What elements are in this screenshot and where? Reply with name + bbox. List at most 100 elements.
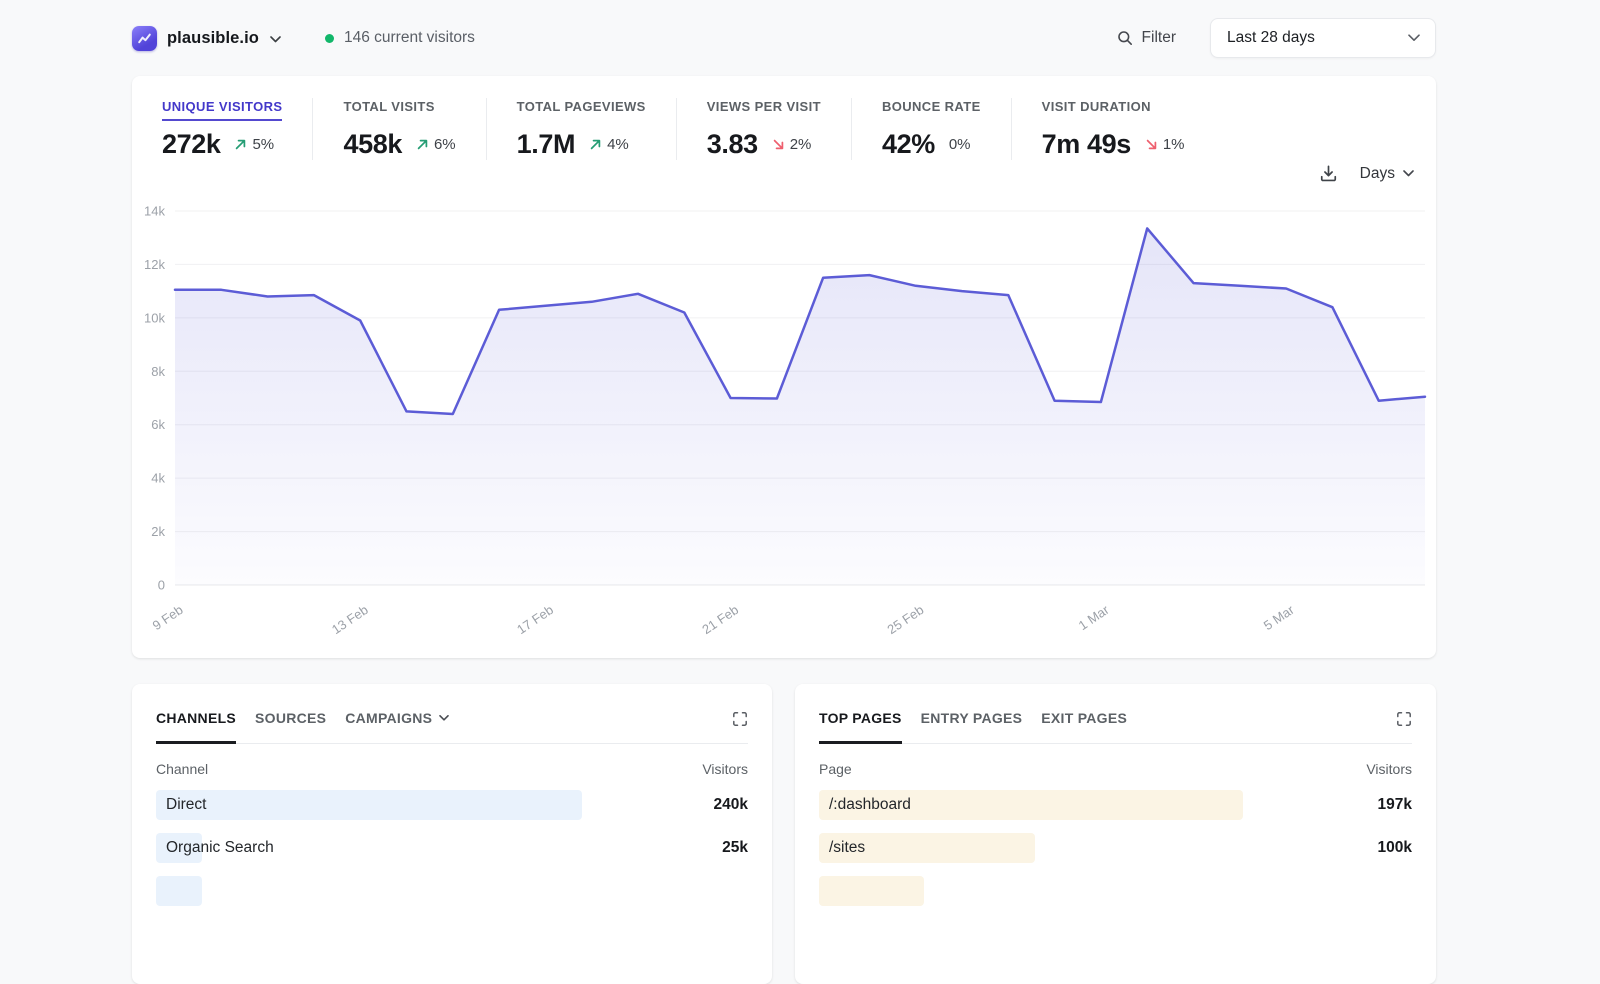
metric-delta-value: 6% xyxy=(433,136,456,153)
trend-down-icon xyxy=(773,139,783,150)
panel-tabs: TOP PAGES ENTRY PAGES EXIT PAGES xyxy=(819,710,1412,744)
site-name: plausible.io xyxy=(167,28,259,47)
metrics-row: UNIQUE VISITORS 272k 5% TOTAL VISITS 458k 6% T… xyxy=(132,76,1436,160)
row-bar xyxy=(819,876,924,906)
table-row-partial[interactable] xyxy=(156,876,748,906)
current-visitors[interactable]: 146 current visitors xyxy=(324,29,475,47)
row-bar xyxy=(156,790,583,820)
tab-entry-pages[interactable]: ENTRY PAGES xyxy=(921,710,1023,744)
metric-label: VISIT DURATION xyxy=(1041,99,1151,114)
row-value: 100k xyxy=(1377,839,1412,856)
download-icon xyxy=(1320,165,1336,182)
metric-value-row: 42% 0% xyxy=(882,129,981,160)
metric-bounce-rate[interactable]: BOUNCE RATE 42% 0% xyxy=(850,98,1011,160)
table-row[interactable]: Direct 240k xyxy=(156,790,748,820)
live-dot-icon xyxy=(324,33,334,43)
metric-value: 458k xyxy=(343,129,402,159)
table-row[interactable]: /sites 100k xyxy=(819,833,1412,863)
y-axis-tick: 4k xyxy=(151,471,165,486)
dashboard-page: plausible.io 146 current visitors Filter… xyxy=(132,0,1436,984)
table-row[interactable]: Organic Search 25k xyxy=(156,833,748,863)
tab-label: ENTRY PAGES xyxy=(920,710,1023,726)
y-axis-tick: 2k xyxy=(151,524,165,539)
row-bar xyxy=(819,790,1243,820)
trend-down-icon xyxy=(1146,139,1157,150)
tab-sources[interactable]: SOURCES xyxy=(255,710,326,744)
metric-value: 272k xyxy=(162,129,221,159)
tab-label: EXIT PAGES xyxy=(1041,710,1128,726)
metric-delta: 0% xyxy=(949,136,971,153)
row-bar xyxy=(156,833,203,863)
site-picker[interactable]: plausible.io xyxy=(132,25,281,51)
metric-total-pageviews[interactable]: TOTAL PAGEVIEWS 1.7M 4% xyxy=(485,98,676,160)
x-axis-tick: 21 Feb xyxy=(699,602,741,637)
y-axis-tick: 0 xyxy=(158,578,165,593)
metric-label: BOUNCE RATE xyxy=(881,99,981,114)
row-value: 25k xyxy=(722,839,748,856)
plausible-logo-icon xyxy=(132,25,157,51)
table-row-partial[interactable] xyxy=(819,876,1412,906)
expand-button[interactable] xyxy=(1396,710,1412,727)
row-label: Direct xyxy=(166,796,207,813)
filter-button[interactable]: Filter xyxy=(1117,29,1176,47)
x-axis-tick: 25 Feb xyxy=(884,602,926,637)
metric-delta-value: 4% xyxy=(607,136,629,153)
tab-label: CAMPAIGNS xyxy=(345,710,433,726)
row-label: /:dashboard xyxy=(829,796,911,813)
metric-visit-duration[interactable]: VISIT DURATION 7m 49s 1% xyxy=(1010,98,1215,160)
tab-campaigns[interactable]: CAMPAIGNS xyxy=(345,710,450,744)
metric-delta-value: 2% xyxy=(789,136,812,153)
expand-icon xyxy=(733,712,747,726)
metric-total-visits[interactable]: TOTAL VISITS 458k 6% xyxy=(312,98,485,160)
expand-button[interactable] xyxy=(732,710,748,727)
metric-delta: 6% xyxy=(416,136,456,153)
tab-channels[interactable]: CHANNELS xyxy=(156,710,237,744)
chart-area: 0 2k 4k 6k 8k 10k 12k 14k 9 Feb 13 Feb 17 Feb 21 Fe… xyxy=(132,190,1436,658)
row-label: /sites xyxy=(829,839,866,856)
metric-delta: 2% xyxy=(772,136,812,153)
interval-select[interactable]: Days xyxy=(1360,165,1414,183)
row-bar xyxy=(156,876,203,906)
column-header-value: Visitors xyxy=(1366,761,1412,777)
tab-top-pages[interactable]: TOP PAGES xyxy=(819,710,902,744)
chevron-down-icon xyxy=(270,35,281,42)
visitors-line xyxy=(173,227,1427,416)
y-axis-tick: 6k xyxy=(151,417,165,432)
area-fill xyxy=(175,228,1425,585)
metric-value: 3.83 xyxy=(706,129,758,159)
metric-delta-value: 1% xyxy=(1162,136,1185,153)
chevron-down-icon xyxy=(1408,34,1420,41)
metric-value-row: 7m 49s 1% xyxy=(1042,129,1185,160)
y-axis-tick: 10k xyxy=(144,310,165,325)
metric-views-per-visit[interactable]: VIEWS PER VISIT 3.83 2% xyxy=(675,98,851,160)
x-axis-tick: 1 Mar xyxy=(1076,602,1112,633)
metric-value: 7m 49s xyxy=(1041,129,1132,159)
channels-panel: CHANNELS SOURCES CAMPAIGNS Channel Visitors D… xyxy=(132,684,772,984)
metric-unique-visitors[interactable]: UNIQUE VISITORS 272k 5% xyxy=(162,98,312,160)
row-value: 197k xyxy=(1377,796,1412,813)
y-axis-tick: 8k xyxy=(151,364,165,379)
search-icon xyxy=(1117,31,1132,45)
tab-exit-pages[interactable]: EXIT PAGES xyxy=(1041,710,1127,744)
trend-up-icon xyxy=(590,139,601,150)
chevron-down-icon xyxy=(439,715,450,721)
expand-icon xyxy=(1397,712,1411,726)
row-bar xyxy=(819,833,1036,863)
metric-label: TOTAL VISITS xyxy=(343,99,435,114)
column-headers: Channel Visitors xyxy=(156,761,748,777)
x-axis-tick: 9 Feb xyxy=(150,602,186,633)
metric-label: UNIQUE VISITORS xyxy=(162,99,283,121)
metric-value-row: 458k 6% xyxy=(343,129,455,160)
metric-value: 42% xyxy=(881,129,935,159)
metric-value-row: 1.7M 4% xyxy=(517,129,646,160)
metric-delta-value: 0% xyxy=(948,136,971,153)
panel-tabs: CHANNELS SOURCES CAMPAIGNS xyxy=(156,710,748,744)
download-button[interactable] xyxy=(1319,164,1338,183)
date-range-select[interactable]: Last 28 days xyxy=(1210,18,1436,58)
y-axis-tick: 14k xyxy=(144,204,165,219)
visitors-area-chart[interactable]: 0 2k 4k 6k 8k 10k 12k 14k 9 Feb 13 Feb 17 Feb 21 Fe… xyxy=(132,190,1436,658)
filter-label: Filter xyxy=(1141,29,1176,46)
row-label: Organic Search xyxy=(166,839,274,856)
column-header-value: Visitors xyxy=(702,761,748,777)
table-row[interactable]: /:dashboard 197k xyxy=(819,790,1412,820)
